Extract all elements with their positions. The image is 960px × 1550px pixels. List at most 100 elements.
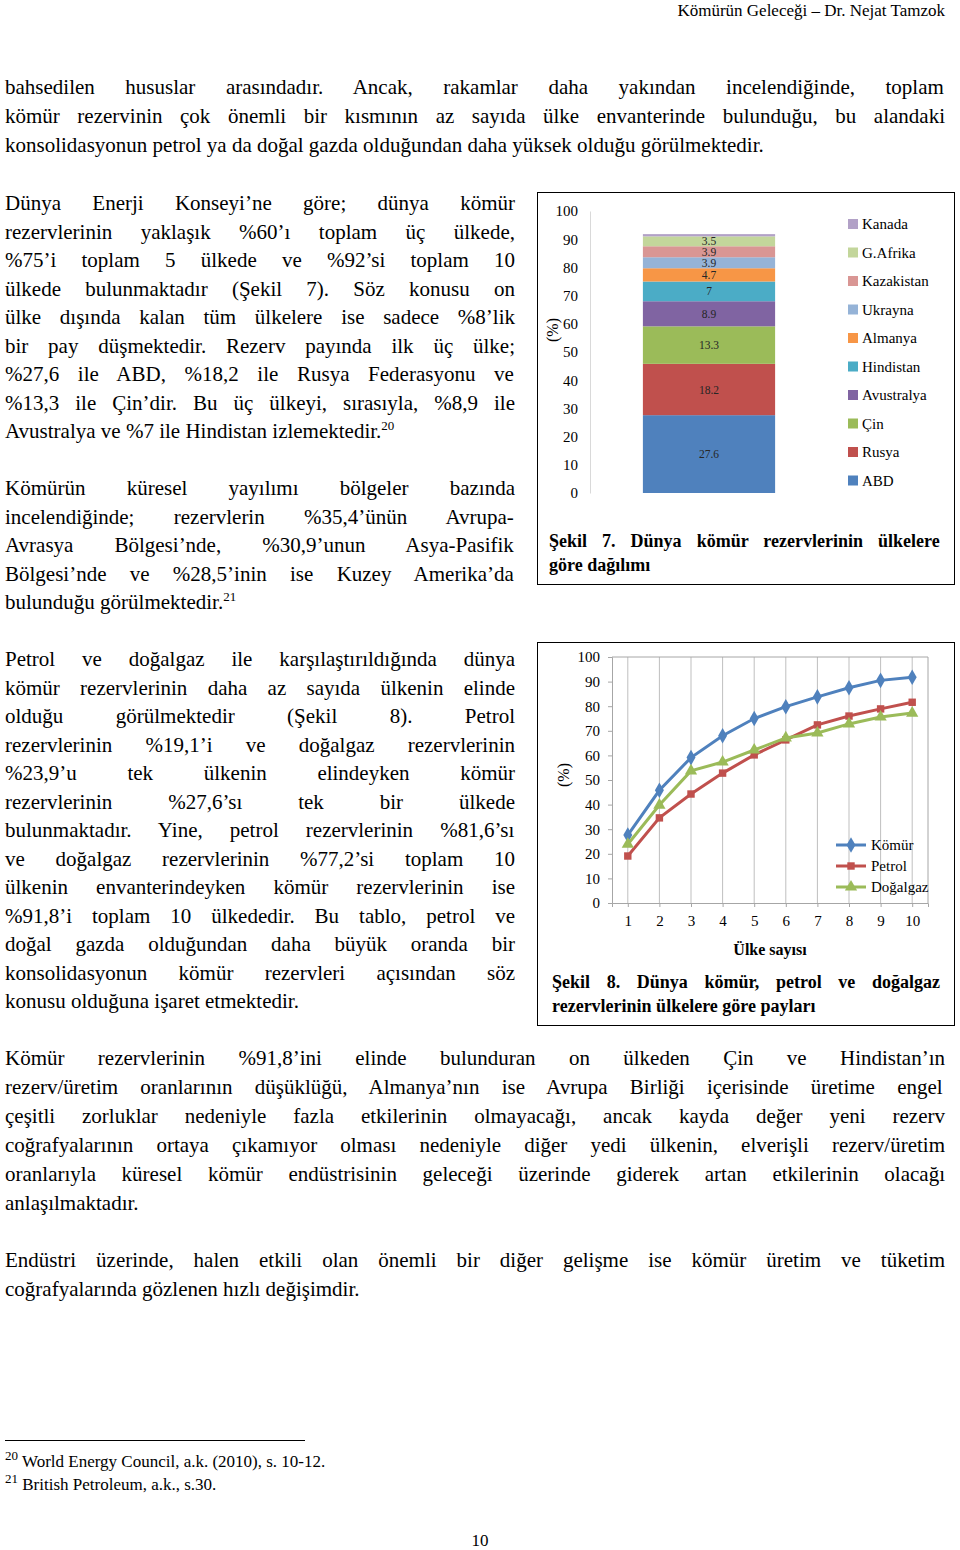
tick-label: 100 (578, 649, 601, 665)
legend-swatch (848, 276, 858, 286)
paragraph-line: %75’i toplam 5 ülkede ve %92’si toplam 1… (5, 248, 515, 272)
legend-item: ABD (848, 473, 894, 489)
paragraph-line: doğal gazda olduğundan daha büyük oranda… (5, 932, 515, 956)
marker (685, 764, 697, 775)
bar-segment (643, 364, 775, 415)
legend-swatch (845, 880, 857, 891)
tick: 20 (585, 846, 612, 862)
tick: 8 (846, 903, 854, 929)
paragraph-line: %91,8’i toplam 10 ülkededir. Bu tablo, p… (5, 902, 515, 931)
tick-label: 2 (656, 913, 664, 929)
marker (908, 669, 917, 685)
tick-mark (817, 903, 818, 907)
paragraph-line: Kömür rezervlerinin %91,8’ini elinde bul… (5, 1044, 945, 1073)
y-axis: 0102030405060708090100 (578, 649, 613, 911)
figure-caption: göre dağılımı (549, 555, 650, 575)
plot-frame (928, 657, 929, 903)
y-axis: 0102030405060708090100 (556, 203, 591, 501)
tick-label: 4 (719, 913, 727, 929)
axis-title: (%) (555, 763, 573, 787)
tick-mark (628, 903, 629, 907)
tick: 50 (585, 772, 612, 788)
legend-item: G.Afrika (848, 245, 916, 261)
paragraph-line: çeşitli zorluklar nedeniyle fazla etkile… (5, 1102, 945, 1131)
legend-item: Almanya (848, 330, 917, 346)
figure-caption: Şekil 7. Dünya kömür rezervlerinin ülkel… (549, 529, 940, 553)
footnote: 20 World Energy Council, a.k. (2010), s.… (5, 1451, 325, 1473)
footnote-text: British Petroleum, a.k., s.30. (22, 1475, 216, 1494)
grid-line (912, 657, 913, 903)
legend-swatch (848, 419, 858, 429)
tick-label: 0 (593, 895, 601, 911)
marker (687, 790, 694, 797)
legend-item: Ukrayna (848, 302, 914, 318)
legend-label: Rusya (862, 444, 900, 460)
tick: 0 (571, 485, 591, 501)
tick: 0 (593, 895, 613, 911)
bar-segment (643, 268, 775, 281)
paragraph-line: Avustralya ve %7 ile Hindistan izlemekte… (5, 417, 394, 446)
grid-line (754, 657, 755, 903)
tick-label: 3 (688, 913, 696, 929)
data-label: 4.7 (702, 269, 717, 281)
legend-item: Petrol (836, 858, 907, 874)
paragraph-line: rezervlerinin %27,6’sı tek bir ülkede (5, 788, 515, 817)
paragraph-line: rezervlerinin yaklaşık %60’ı toplam üç ü… (5, 220, 515, 244)
marker (653, 798, 665, 809)
paragraph-line: coğrafyalarında gözlenen hızlı değişimdi… (5, 1275, 360, 1304)
bar-segment (643, 246, 775, 257)
axis-line (590, 212, 591, 494)
tick: 30 (585, 822, 612, 838)
paragraph-line: coğrafyalarının ortaya çıkamıyor olması … (5, 1133, 945, 1157)
tick-mark (849, 903, 850, 907)
tick: 4 (719, 903, 727, 929)
tick-label: 90 (563, 232, 578, 248)
tick-label: 60 (563, 316, 578, 332)
paragraph-line: Kömürün küresel yayılımı bölgeler bazınd… (5, 476, 515, 500)
tick-mark (608, 805, 612, 806)
data-label: 8.9 (702, 308, 717, 320)
tick: 100 (578, 649, 613, 665)
marker (876, 673, 885, 689)
paragraph-line: bulunmaktadır. Yine, petrol rezervlerini… (5, 816, 514, 845)
legend-label: Avustralya (862, 387, 927, 403)
paragraph-line: kömür rezervinin çok önemli bir kısmının… (5, 102, 945, 131)
tick: 50 (563, 344, 590, 360)
paragraph-line: Endüstri üzerinde, halen etkili olan öne… (5, 1246, 945, 1275)
page: Kömürün Geleceği – Dr. Nejat Tamzokbahse… (0, 0, 960, 1550)
grid-line (691, 657, 692, 903)
paragraph-line: ve doğalgaz rezervlerinin %77,2’si topla… (5, 847, 515, 871)
data-label: 13.3 (699, 339, 719, 351)
marker (718, 728, 727, 744)
paragraph-line: kömür rezervlerinin daha az sayıda ülken… (5, 676, 515, 700)
tick-mark (723, 903, 724, 907)
legend-label: G.Afrika (862, 245, 916, 261)
marker (811, 726, 823, 737)
paragraph-line: ülkede bulunmaktadır (Şekil 7). Söz konu… (5, 275, 515, 304)
tick: 10 (905, 903, 920, 929)
tick-mark (608, 682, 612, 683)
data-label: 18.2 (699, 384, 719, 396)
paragraph-line: %75’i toplam 5 ülkede ve %92’si toplam 1… (5, 246, 515, 275)
marker (908, 699, 915, 706)
tick-mark (881, 903, 882, 907)
figure-frame (538, 643, 955, 1026)
legend-swatch (848, 219, 858, 229)
legend-item: Kazakistan (848, 273, 929, 289)
legend-swatch (848, 305, 858, 315)
grid-line (722, 657, 723, 903)
series-line (628, 677, 912, 835)
legend-swatch (848, 333, 858, 343)
legend-swatch (847, 837, 856, 853)
tick: 80 (563, 260, 590, 276)
paragraph-line: rezervlerinin yaklaşık %60’ı toplam üç ü… (5, 218, 515, 247)
chart-8: 010203040506070809010012345678910(%)Ülke… (538, 643, 955, 1026)
tick-mark (608, 706, 612, 707)
legend-swatch (848, 476, 858, 486)
paragraph-line: kömür rezervinin çok önemli bir kısmının… (5, 104, 945, 128)
bar-segment (643, 326, 775, 364)
paragraph-line: Endüstri üzerinde, halen etkili olan öne… (5, 1248, 945, 1272)
tick: 70 (563, 288, 590, 304)
paragraph-line: oranlarıyla küresel kömür endüstrisinin … (5, 1160, 945, 1189)
data-label: 3.5 (702, 235, 717, 247)
